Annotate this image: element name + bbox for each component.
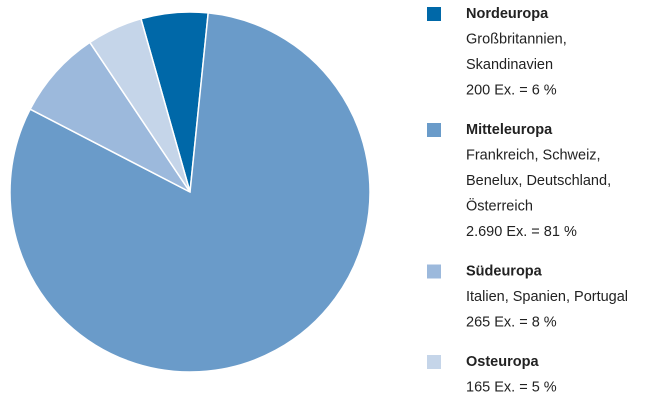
legend-description: Österreich bbox=[466, 196, 533, 214]
legend-value: 265 Ex. = 8 % bbox=[466, 314, 557, 330]
legend-title: Osteuropa bbox=[466, 354, 539, 370]
legend-description: Großbritannien, bbox=[466, 31, 567, 47]
legend-value: 2.690 Ex. = 81 % bbox=[466, 224, 577, 240]
legend-value: 200 Ex. = 6 % bbox=[466, 82, 557, 98]
legend-swatch bbox=[427, 264, 441, 279]
legend-title: Mitteleuropa bbox=[466, 122, 553, 138]
legend-description: Italien, Spanien, Portugal bbox=[466, 289, 628, 305]
legend-description: Benelux, Deutschland, bbox=[466, 173, 611, 189]
pie-slice bbox=[9, 12, 371, 373]
pie-slice bbox=[29, 41, 191, 193]
legend-title: Südeuropa bbox=[466, 263, 543, 279]
legend-swatch bbox=[427, 355, 441, 369]
legend-swatch bbox=[427, 123, 441, 137]
legend-title: Nordeuropa bbox=[466, 6, 549, 22]
legend-description: Skandinavien bbox=[466, 57, 553, 73]
pie-slice bbox=[88, 17, 191, 193]
legend-value: 165 Ex. = 5 % bbox=[466, 379, 557, 395]
legend-swatch bbox=[427, 7, 441, 21]
legend-description: Frankreich, Schweiz, bbox=[466, 147, 601, 163]
